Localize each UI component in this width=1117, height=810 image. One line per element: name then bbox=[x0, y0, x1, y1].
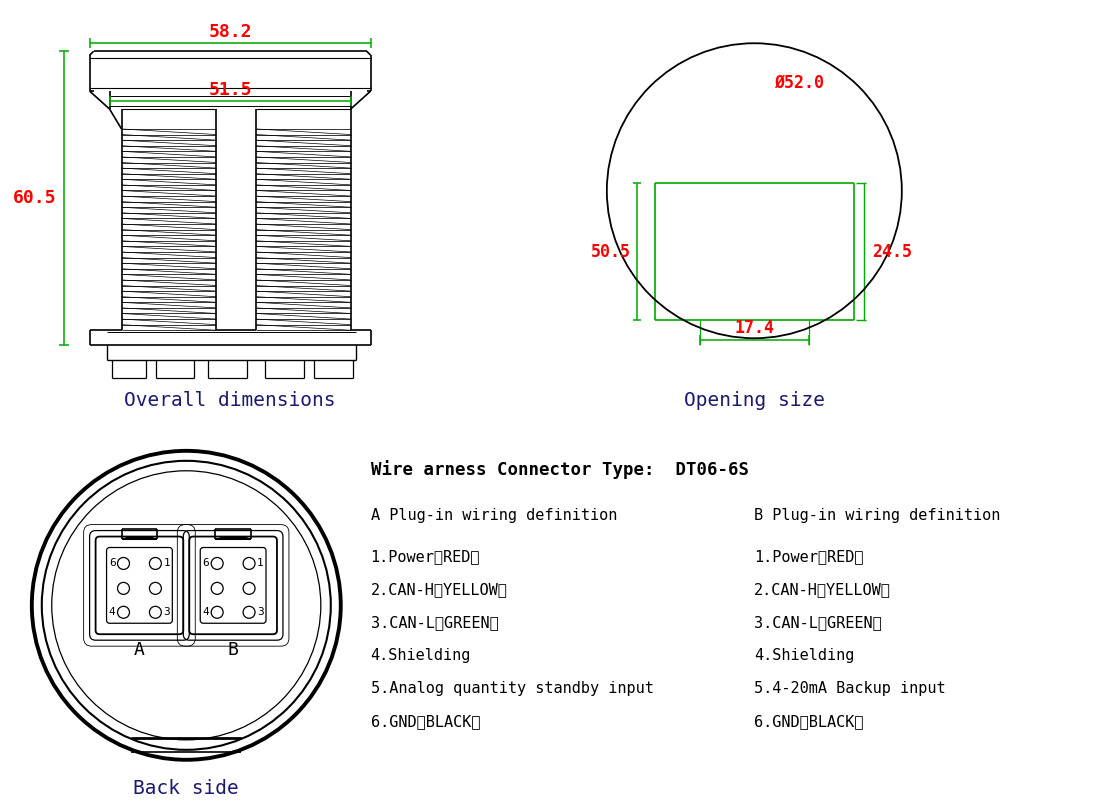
Text: Back side: Back side bbox=[133, 779, 239, 798]
Text: 1.Power（RED）: 1.Power（RED） bbox=[371, 549, 480, 565]
Text: 5.Analog quantity standby input: 5.Analog quantity standby input bbox=[371, 681, 653, 696]
Text: 6: 6 bbox=[108, 558, 115, 569]
Text: B Plug-in wiring definition: B Plug-in wiring definition bbox=[754, 508, 1001, 522]
Text: Opening size: Opening size bbox=[684, 390, 824, 410]
Text: B: B bbox=[228, 642, 239, 659]
Text: 6: 6 bbox=[202, 558, 209, 569]
Text: 50.5: 50.5 bbox=[591, 242, 631, 261]
Text: 3.CAN-L（GREEN）: 3.CAN-L（GREEN） bbox=[754, 616, 882, 630]
Text: Wire arness Connector Type:  DT06-6S: Wire arness Connector Type: DT06-6S bbox=[371, 460, 748, 479]
Text: A Plug-in wiring definition: A Plug-in wiring definition bbox=[371, 508, 617, 522]
Text: Ø52.0: Ø52.0 bbox=[774, 74, 824, 92]
Text: 5.4-20mA Backup input: 5.4-20mA Backup input bbox=[754, 681, 946, 696]
Text: 1: 1 bbox=[257, 558, 264, 569]
Text: 4.Shielding: 4.Shielding bbox=[754, 648, 855, 663]
Text: 3: 3 bbox=[257, 608, 264, 617]
Text: 4: 4 bbox=[202, 608, 209, 617]
Text: 2.CAN-H（YELLOW）: 2.CAN-H（YELLOW） bbox=[371, 582, 507, 598]
Text: 58.2: 58.2 bbox=[209, 23, 251, 41]
Text: A: A bbox=[134, 642, 145, 659]
Text: 51.5: 51.5 bbox=[209, 81, 251, 99]
Text: 1.Power（RED）: 1.Power（RED） bbox=[754, 549, 863, 565]
Text: 17.4: 17.4 bbox=[734, 319, 774, 337]
Text: 2.CAN-H（YELLOW）: 2.CAN-H（YELLOW） bbox=[754, 582, 891, 598]
Text: 60.5: 60.5 bbox=[13, 190, 57, 207]
Text: 6.GND（BLACK）: 6.GND（BLACK） bbox=[371, 714, 480, 729]
Text: 6.GND（BLACK）: 6.GND（BLACK） bbox=[754, 714, 863, 729]
Text: 3.CAN-L（GREEN）: 3.CAN-L（GREEN） bbox=[371, 616, 498, 630]
Text: 3: 3 bbox=[163, 608, 170, 617]
Text: 4: 4 bbox=[108, 608, 115, 617]
Text: Overall dimensions: Overall dimensions bbox=[124, 390, 336, 410]
Text: 1: 1 bbox=[163, 558, 170, 569]
Text: 4.Shielding: 4.Shielding bbox=[371, 648, 471, 663]
Text: 24.5: 24.5 bbox=[872, 242, 911, 261]
